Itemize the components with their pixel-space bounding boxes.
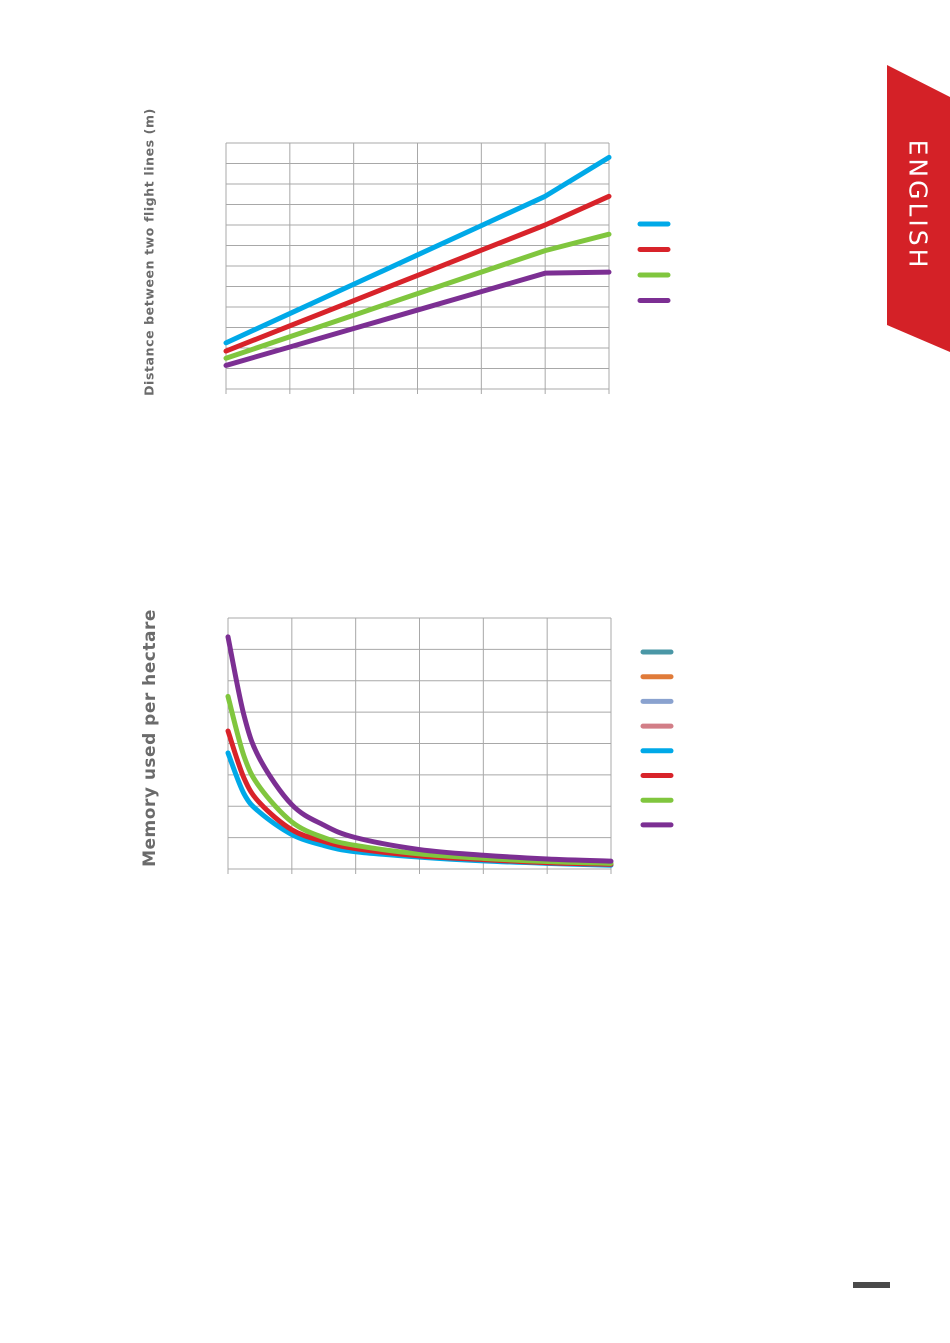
language-tab-background bbox=[887, 65, 950, 352]
chart1-series-3-line bbox=[223, 231, 612, 361]
page-number-marker bbox=[853, 1282, 890, 1288]
chart2-series-4-line bbox=[225, 634, 614, 864]
chart1-series-1-line bbox=[223, 154, 612, 346]
chart2-series-3-line bbox=[225, 693, 614, 866]
chart1-series-2-line bbox=[223, 193, 612, 354]
chart1-series-4-line bbox=[223, 269, 612, 368]
